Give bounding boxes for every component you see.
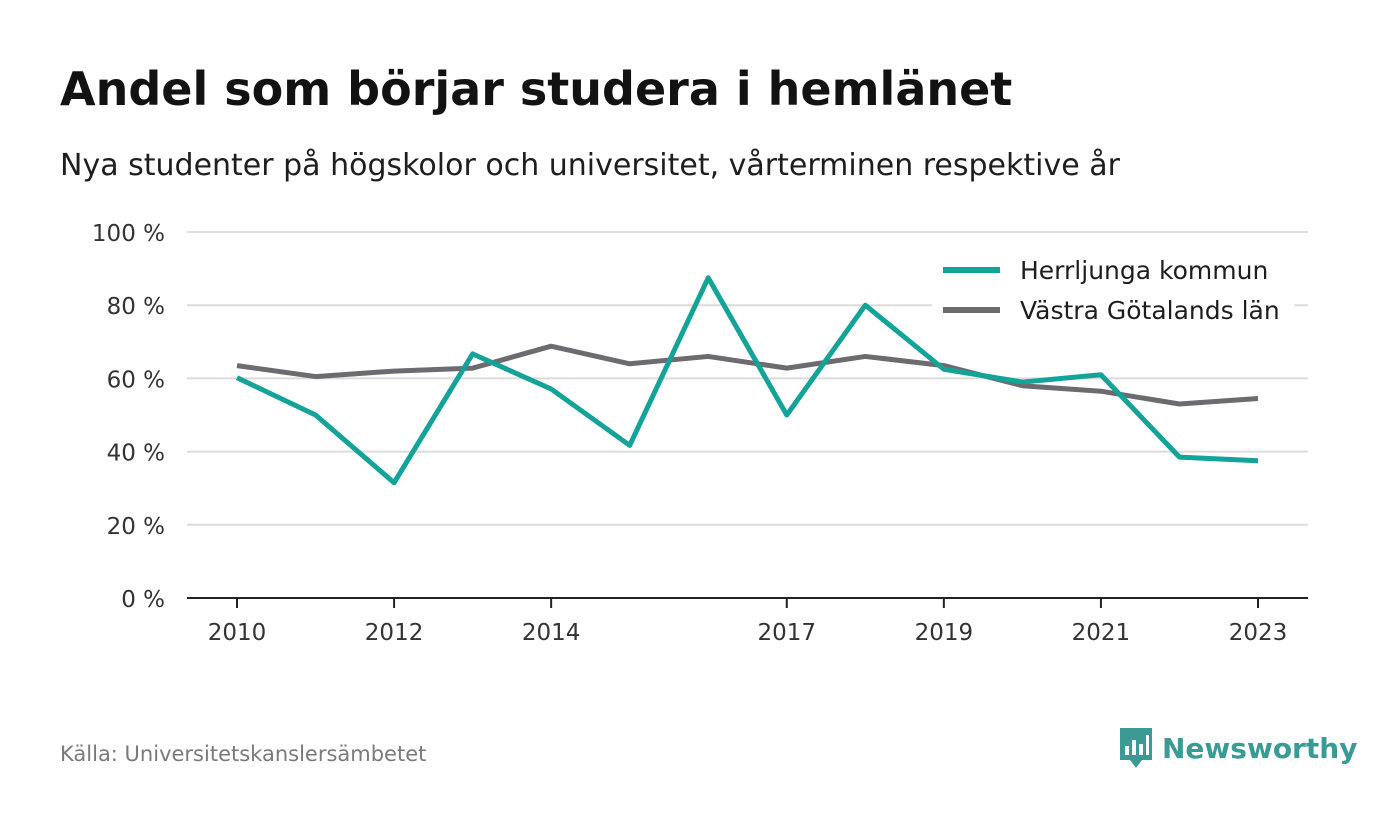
newsworthy-logo: Newsworthy xyxy=(1118,726,1357,770)
series-line-vastra-gotalands-lan xyxy=(236,343,1259,407)
x-tick-label: 2012 xyxy=(365,620,424,646)
x-tick-label: 2017 xyxy=(757,620,816,646)
legend-label: Västra Götalands län xyxy=(1020,296,1280,325)
y-tick-label: 80 % xyxy=(107,294,165,320)
x-tick-label: 2019 xyxy=(915,620,974,646)
x-tick-label: 2023 xyxy=(1229,620,1288,646)
legend-label: Herrljunga kommun xyxy=(1020,256,1268,285)
x-tick-label: 2021 xyxy=(1072,620,1131,646)
y-tick-label: 0 % xyxy=(121,587,165,613)
chart-title: Andel som börjar studera i hemlänet xyxy=(60,62,1013,116)
y-tick-label: 20 % xyxy=(107,514,165,540)
y-tick-label: 60 % xyxy=(107,367,165,393)
y-tick-label: 40 % xyxy=(107,441,165,467)
newsworthy-logo-icon xyxy=(1120,728,1152,768)
x-tick-label: 2014 xyxy=(522,620,581,646)
source-note: Källa: Universitetskanslersämbetet xyxy=(60,742,427,766)
chart-subtitle: Nya studenter på högskolor och universit… xyxy=(60,148,1120,183)
legend-background xyxy=(932,250,1294,332)
brand-name: Newsworthy xyxy=(1162,731,1358,765)
series-line-herrljunga-kommun xyxy=(235,275,1259,486)
x-tick-label: 2010 xyxy=(208,620,267,646)
y-tick-label: 100 % xyxy=(92,221,165,247)
line-chart: 0 % 20 % 40 % 60 % 80 % 100 % 2010 2012 2014 2017… xyxy=(92,221,1308,646)
